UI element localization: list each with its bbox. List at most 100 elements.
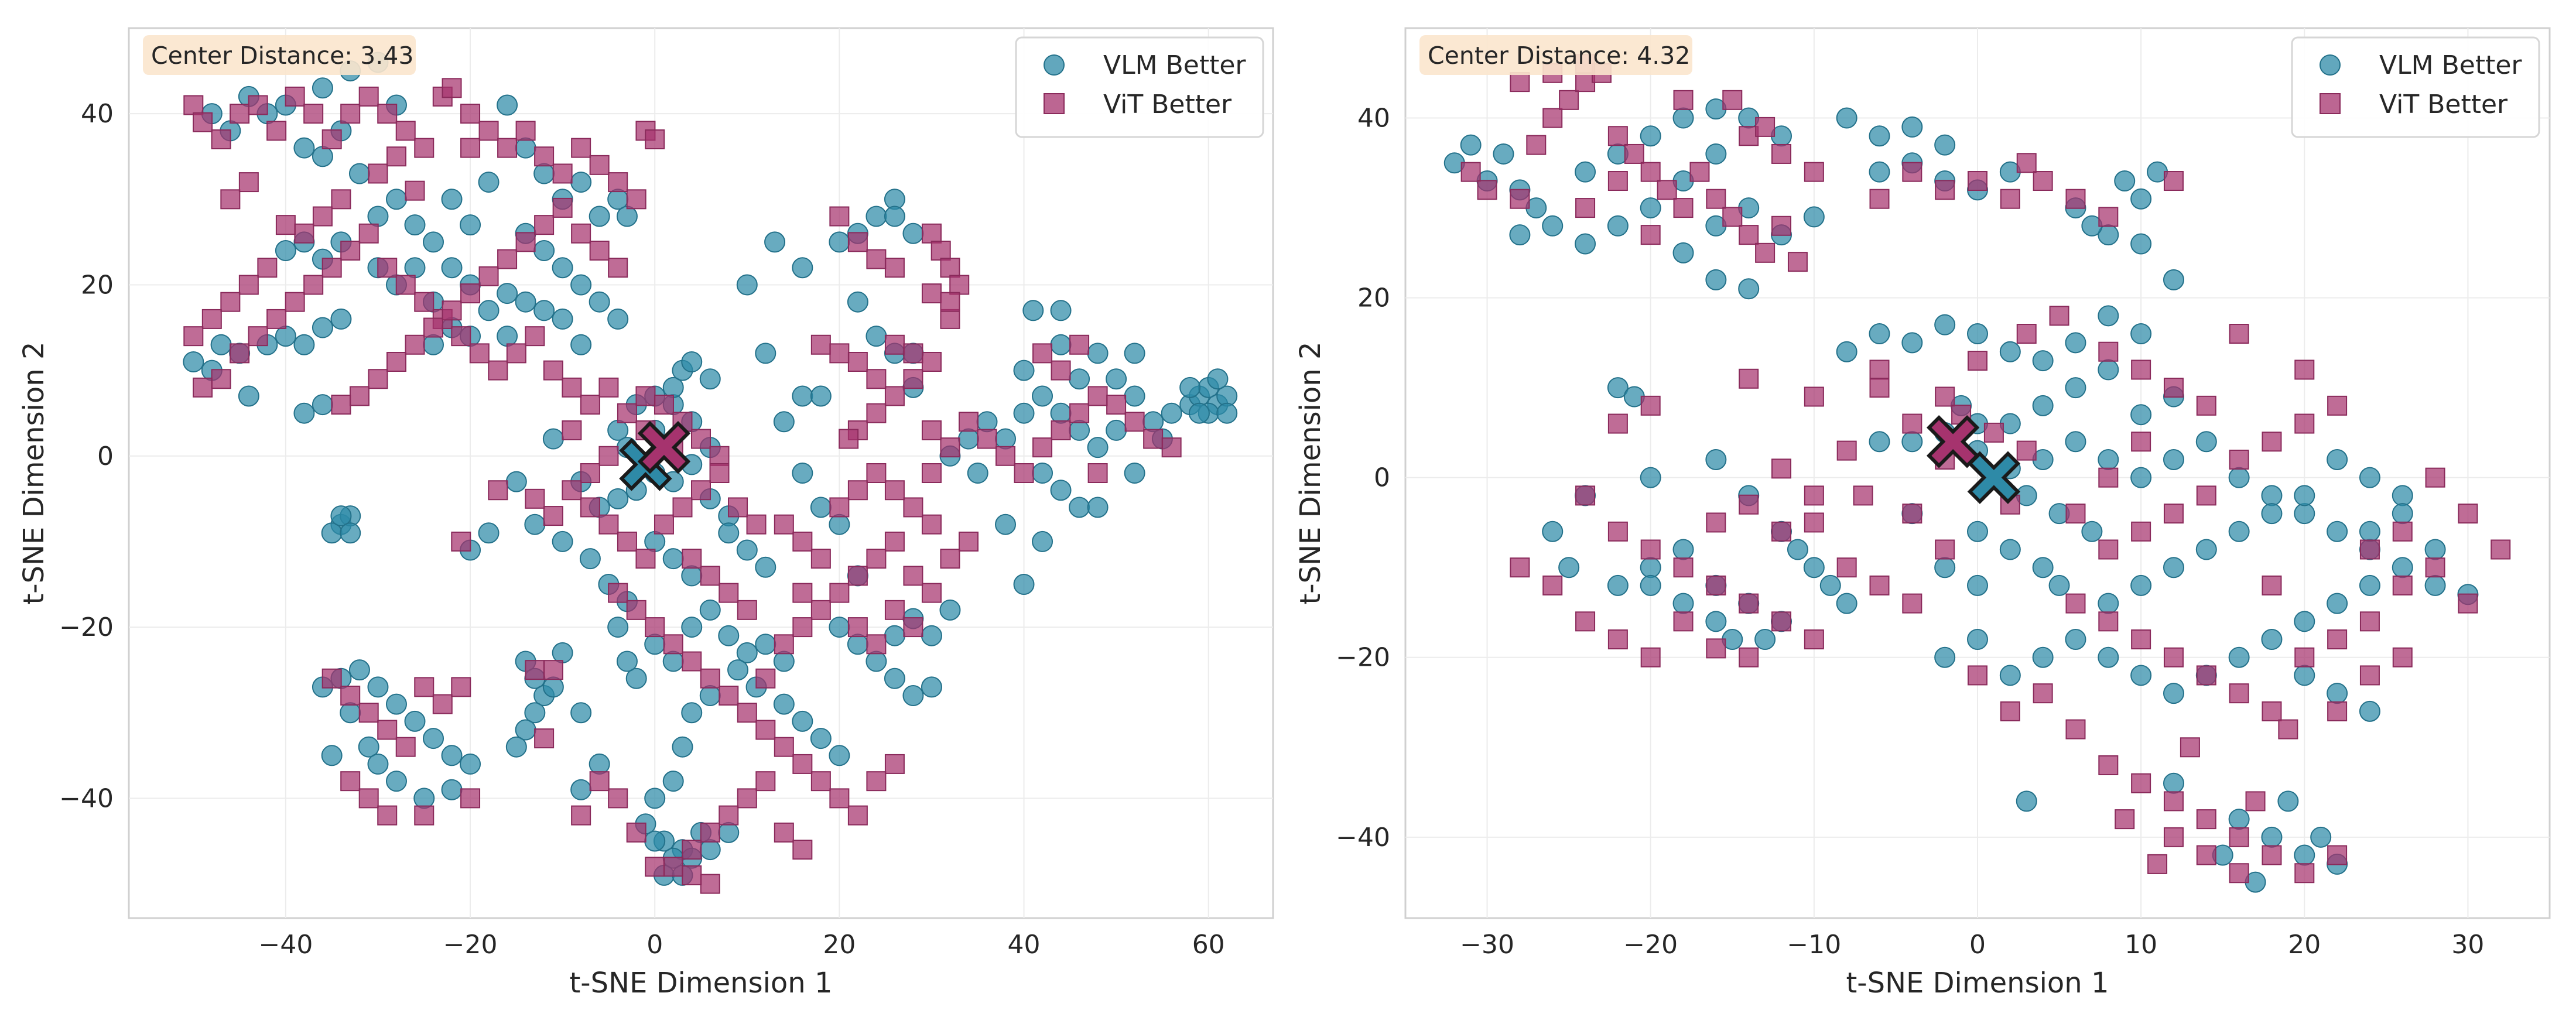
left-vit-better-point <box>719 686 739 706</box>
right-vit-better-point <box>2425 557 2445 578</box>
right-vlm-better-point <box>1869 431 1890 453</box>
left-vit-better-point <box>884 600 905 620</box>
left-vlm-better-point <box>589 291 610 313</box>
left-vit-better-point <box>746 514 767 535</box>
right-vit-better-point <box>2065 719 2086 740</box>
left-vlm-better-point <box>976 411 998 433</box>
left-vit-better-point <box>682 549 702 569</box>
right-vit-better-point <box>1673 198 1694 218</box>
left-vit-better-point <box>682 840 702 860</box>
left-center-markers <box>619 420 691 491</box>
left-vit-better-point <box>958 531 979 552</box>
right-vlm-better-point <box>2065 332 2086 354</box>
left-vlm-better-point <box>1179 376 1201 398</box>
right-annotation-box <box>1419 35 1692 75</box>
right-vlm-better-point <box>1672 539 1694 560</box>
right-vlm-better-point <box>1509 224 1531 246</box>
left-vlm-better-point <box>921 625 942 646</box>
left-vlm-better-point <box>441 257 463 279</box>
left-vlm-better-point <box>995 428 1017 450</box>
left-vit-better-point <box>829 343 850 364</box>
right-vlm-better-point <box>2032 557 2054 578</box>
left-vit-better-point <box>839 429 859 449</box>
right-vit-better-point <box>1902 162 1922 182</box>
right-vit-better-point <box>2229 863 2249 884</box>
right-vlm-better-point <box>2261 826 2283 848</box>
right-legend-box <box>2291 36 2540 138</box>
left-vlm-better-point <box>385 771 407 792</box>
left-vit-better-point <box>580 463 600 483</box>
right-vit-better-point <box>1755 117 1776 137</box>
left-vlm-better-point <box>1050 480 1072 501</box>
left-vlm-better-point <box>1106 419 1127 441</box>
right-vit-better-point <box>1853 485 1873 506</box>
left-vit-better-point <box>525 660 545 680</box>
left-vlm-better-point <box>579 548 601 570</box>
left-y-tick-label: 0 <box>97 441 114 471</box>
right-vit-better-point <box>1689 162 1710 182</box>
right-vit-better-point <box>2180 737 2200 758</box>
right-x-axis-title: t-SNE Dimension 1 <box>1846 967 2109 999</box>
left-vit-better-point <box>238 275 259 295</box>
left-vit-better-point <box>515 232 536 252</box>
right-vit-better-point <box>1575 198 1596 218</box>
right-vit-better-point <box>2065 504 2086 524</box>
left-vit-better-point <box>248 326 268 347</box>
left-vit-better-point <box>580 395 600 415</box>
left-vit-better-point <box>220 189 241 210</box>
left-vit-better-point <box>211 369 231 389</box>
left-vit-better-point <box>598 377 619 398</box>
left-vlm-better-point <box>967 463 988 484</box>
left-vlm-better-point <box>921 676 942 698</box>
right-vlm-better-point <box>2163 269 2184 290</box>
left-vlm-better-point <box>385 189 407 210</box>
right-vit-better-point <box>2327 701 2348 721</box>
left-vit-better-point <box>395 737 416 757</box>
left-vit-better-point <box>884 754 905 774</box>
left-vit-better-point <box>737 600 757 620</box>
right-vit-better-point <box>1804 162 1824 182</box>
right-vit-better-point <box>1869 189 1890 209</box>
right-vit-better-point <box>2196 809 2216 830</box>
right-vit-better-point <box>1968 351 1987 371</box>
left-vit-better-point <box>847 480 868 501</box>
left-vlm-better-point <box>1050 402 1072 424</box>
left-vit-better-point <box>682 865 702 885</box>
right-vlm-better-point <box>1819 574 1841 596</box>
left-vit-better-point <box>442 78 462 98</box>
right-vit-better-point <box>2131 432 2151 452</box>
left-vlm-better-point <box>681 565 703 587</box>
left-vlm-better-point <box>423 231 444 253</box>
left-vlm-better-point <box>607 308 629 330</box>
right-vlm-better-point <box>2228 809 2250 830</box>
left-vit-better-point <box>792 583 813 603</box>
left-vit-better-point <box>654 514 674 535</box>
right-vlm-better-point <box>2359 574 2380 596</box>
right-vit-better-point <box>2359 539 2380 560</box>
left-vit-better-point <box>598 446 619 466</box>
left-vit-better-point <box>321 129 342 149</box>
left-vit-better-point <box>755 771 776 792</box>
right-vlm-better-point <box>2163 683 2184 704</box>
left-vit-better-point <box>321 668 342 689</box>
right-vlm-better-point <box>2081 521 2103 542</box>
left-vit-better-point <box>1087 463 1108 483</box>
right-vlm-better-point <box>2294 665 2315 686</box>
left-vlm-better-point <box>699 839 721 861</box>
left-vlm-better-point <box>1087 343 1109 364</box>
left-vit-better-point <box>534 215 555 235</box>
left-legend-box <box>1015 36 1264 138</box>
left-vit-better-point <box>266 309 287 329</box>
right-y-tick-label: 20 <box>1357 283 1390 313</box>
left-vlm-better-point <box>183 351 204 372</box>
right-vlm-better-point <box>1672 593 1694 614</box>
left-vit-better-point <box>525 326 545 347</box>
right-vit-better-point <box>1771 215 1792 236</box>
right-vit-better-point <box>1771 143 1792 164</box>
right-vit-better-point <box>1607 413 1628 434</box>
left-vit-better-point <box>884 386 905 406</box>
right-vit-better-point <box>1983 422 2004 443</box>
left-x-tick-label: 40 <box>1008 930 1041 960</box>
left-vlm-better-point <box>616 651 638 672</box>
left-vit-better-point <box>709 446 730 466</box>
